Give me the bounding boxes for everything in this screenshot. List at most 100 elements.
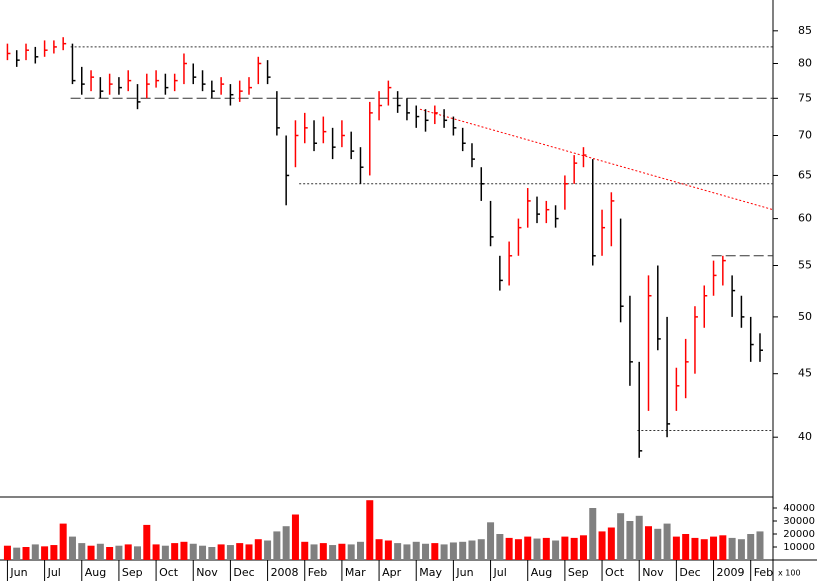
volume-bar — [3, 545, 11, 560]
volume-bar — [570, 537, 578, 560]
volume-bar — [375, 539, 383, 560]
volume-bar — [505, 537, 513, 560]
volume-bar — [180, 541, 188, 560]
volume-bar — [561, 536, 569, 560]
volume-bar — [710, 536, 718, 560]
trendline — [419, 108, 774, 211]
volume-bar — [236, 543, 244, 560]
y-tick-label: 60 — [798, 212, 812, 225]
volume-bar — [50, 545, 58, 560]
volume-bar — [607, 527, 615, 560]
x-tick-label: Dec — [233, 566, 254, 579]
x-tick-label: Aug — [531, 566, 552, 579]
volume-bar — [41, 546, 49, 560]
volume-bar — [682, 534, 690, 560]
x-tick-label: Sep — [568, 566, 589, 579]
volume-bar — [124, 544, 132, 560]
volume-bar — [524, 536, 532, 560]
volume-bar — [617, 513, 625, 560]
volume-bar — [115, 545, 123, 560]
volume-bar — [245, 544, 253, 560]
x-tick-label: Oct — [159, 566, 179, 579]
y-tick-label: 45 — [798, 367, 812, 380]
volume-bar — [663, 523, 671, 560]
x-tick-label: Feb — [308, 566, 327, 579]
x-tick-label: May — [419, 566, 442, 579]
x-tick-label: Apr — [382, 566, 402, 579]
x-tick-label: Jul — [47, 566, 61, 579]
volume-bar — [728, 537, 736, 560]
y-tick-label: 55 — [798, 259, 812, 272]
volume-bar — [366, 500, 374, 560]
volume-tick-label: 30000 — [783, 516, 815, 527]
volume-bar — [394, 543, 402, 560]
volume-bar — [217, 544, 225, 560]
volume-bar — [700, 539, 708, 560]
volume-bar — [468, 540, 476, 560]
volume-bar — [412, 541, 420, 560]
x-tick-label: Oct — [605, 566, 625, 579]
volume-bar — [31, 544, 39, 560]
y-tick-label: 70 — [798, 128, 812, 141]
x-tick-label: Jun — [455, 566, 473, 579]
y-tick-label: 85 — [798, 24, 812, 37]
x-tick-label: Feb — [754, 566, 773, 579]
volume-bar — [384, 540, 392, 560]
volume-bar — [514, 539, 522, 560]
volume-bar — [96, 543, 104, 560]
x-tick-label: Jun — [9, 566, 27, 579]
x-tick-label: 2008 — [271, 566, 299, 579]
volume-bar — [68, 536, 76, 560]
x-tick-label: Aug — [85, 566, 106, 579]
volume-bar — [329, 545, 337, 560]
y-tick-label: 65 — [798, 168, 812, 181]
volume-bar — [189, 543, 197, 560]
volume-bar — [645, 526, 653, 560]
x-tick-label: 2009 — [717, 566, 745, 579]
volume-bar — [449, 542, 457, 560]
volume-bar — [273, 531, 281, 560]
volume-bar — [552, 540, 560, 560]
volume-bar — [310, 544, 318, 560]
volume-bar — [356, 541, 364, 560]
x-tick-label: Jul — [493, 566, 507, 579]
volume-bar — [282, 526, 290, 560]
volume-bar — [143, 524, 151, 560]
volume-bar — [477, 539, 485, 560]
volume-bar — [87, 545, 95, 560]
volume-bar — [719, 535, 727, 560]
volume-bar — [264, 540, 272, 560]
volume-bar — [254, 539, 262, 560]
volume-bar — [431, 543, 439, 560]
volume-tick-label: 10000 — [783, 542, 815, 553]
volume-bar — [199, 545, 207, 560]
volume-bar — [487, 522, 495, 560]
volume-bar — [635, 515, 643, 560]
volume-bar — [496, 534, 504, 560]
volume-bar — [737, 539, 745, 560]
volume-bar — [301, 541, 309, 560]
volume-bar — [152, 544, 160, 560]
volume-bar — [672, 536, 680, 560]
y-tick-label: 50 — [798, 310, 812, 323]
volume-bar — [542, 537, 550, 560]
x-tick-label: Dec — [679, 566, 700, 579]
volume-bar — [171, 543, 179, 560]
y-tick-label: 80 — [798, 56, 812, 69]
volume-bar — [459, 541, 467, 560]
volume-bar — [654, 528, 662, 560]
volume-bar — [13, 547, 21, 560]
volume-bar — [161, 545, 169, 560]
volume-bar — [226, 545, 234, 560]
volume-bar — [59, 523, 67, 560]
x-tick-label: Sep — [122, 566, 143, 579]
volume-bar — [347, 544, 355, 560]
x-tick-label: Nov — [196, 566, 218, 579]
volume-bar — [134, 546, 142, 560]
volume-tick-label: 40000 — [783, 503, 815, 514]
volume-bar — [319, 543, 327, 560]
volume-bar — [579, 535, 587, 560]
volume-unit: x 100 — [778, 569, 801, 578]
volume-bar — [291, 514, 299, 560]
